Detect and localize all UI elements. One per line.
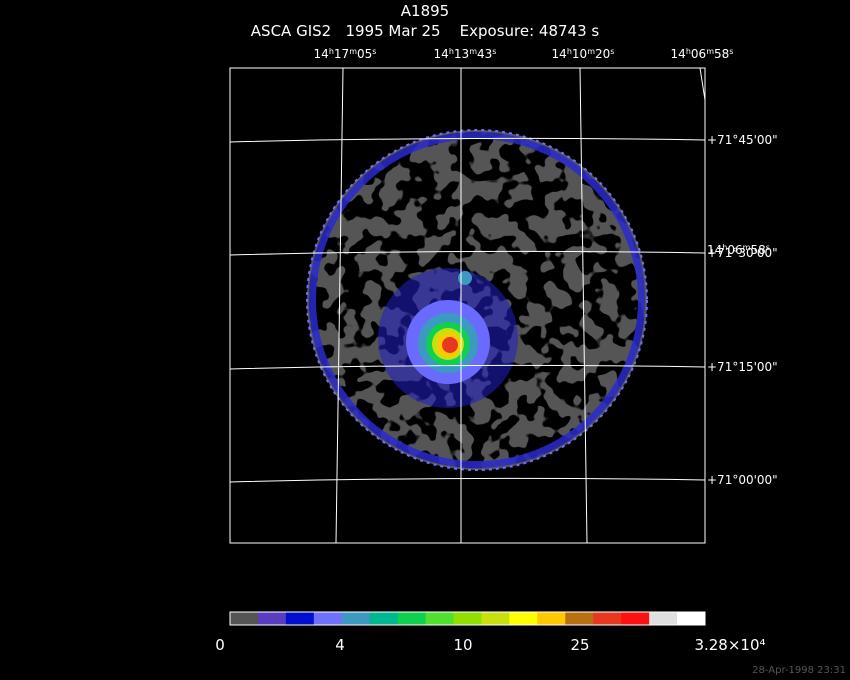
colorbar-swatch xyxy=(369,612,399,625)
title: A1895 xyxy=(401,2,449,20)
spot xyxy=(458,271,472,285)
frame xyxy=(229,67,706,544)
colorbar-swatch xyxy=(425,612,455,625)
grid-line xyxy=(229,477,706,483)
grid-line xyxy=(335,67,344,544)
ra-label: 14h06m58s xyxy=(671,47,734,61)
timestamp: 28-Apr-1998 23:31 xyxy=(752,665,846,676)
colorbar-swatch xyxy=(313,612,343,625)
colorbar-label: 3.28×10⁴ xyxy=(694,636,765,654)
colorbar-swatch xyxy=(257,612,287,625)
colorbar-swatch xyxy=(649,612,678,625)
ra-label: 14h06m58s xyxy=(707,243,770,257)
colorbar-frame xyxy=(229,611,706,626)
colorbar-swatch xyxy=(230,612,259,625)
ra-labels: 14h17m05s 14h13m43s 14h10m20s 14h06m58s xyxy=(314,47,734,61)
colorbar: 0 4 10 25 3.28×10⁴ xyxy=(215,611,766,654)
dec-label: +71°15'00" xyxy=(707,360,778,374)
rim xyxy=(309,132,645,468)
grid-line xyxy=(229,364,706,370)
colorbar-swatch xyxy=(285,612,315,625)
colorbar-swatch xyxy=(481,612,510,625)
colorbar-swatch xyxy=(509,612,538,625)
colorbar-swatch xyxy=(341,612,371,625)
ra-label: 14h13m43s xyxy=(434,47,497,61)
grid-line xyxy=(229,250,706,256)
source xyxy=(442,337,458,353)
colorbar-label: 10 xyxy=(453,636,472,654)
colorbar-swatch xyxy=(565,612,594,625)
colorbar-swatch xyxy=(537,612,566,625)
grid-line xyxy=(229,137,706,143)
dec-label: +71°30'00" xyxy=(707,246,778,260)
grid-line xyxy=(579,67,588,544)
image xyxy=(306,129,648,471)
subtitle: ASCA GIS2 1995 Mar 25 Exposure: 48743 s xyxy=(251,22,600,40)
rim-edge xyxy=(306,129,648,471)
colorbar-swatch xyxy=(453,612,482,625)
colorbar-label: 25 xyxy=(570,636,589,654)
colorbar-swatch xyxy=(397,612,427,625)
ra-label: 14h10m20s xyxy=(552,47,615,61)
colorbar-swatch xyxy=(677,612,706,625)
dec-label: +71°45'00" xyxy=(707,133,778,147)
dec-label: +71°00'00" xyxy=(707,473,778,487)
colorbar-label: 0 xyxy=(215,636,225,654)
dec-labels: +71°45'00" +71°30'00" +71°15'00" +71°00'00" xyxy=(707,133,778,487)
colorbar-label: 4 xyxy=(335,636,345,654)
ra-label: 14h17m05s xyxy=(314,47,377,61)
coordinate-grid xyxy=(229,67,706,544)
grid-line xyxy=(699,67,706,101)
colorbar-swatch xyxy=(593,612,622,625)
colorbar-swatch xyxy=(621,612,650,625)
